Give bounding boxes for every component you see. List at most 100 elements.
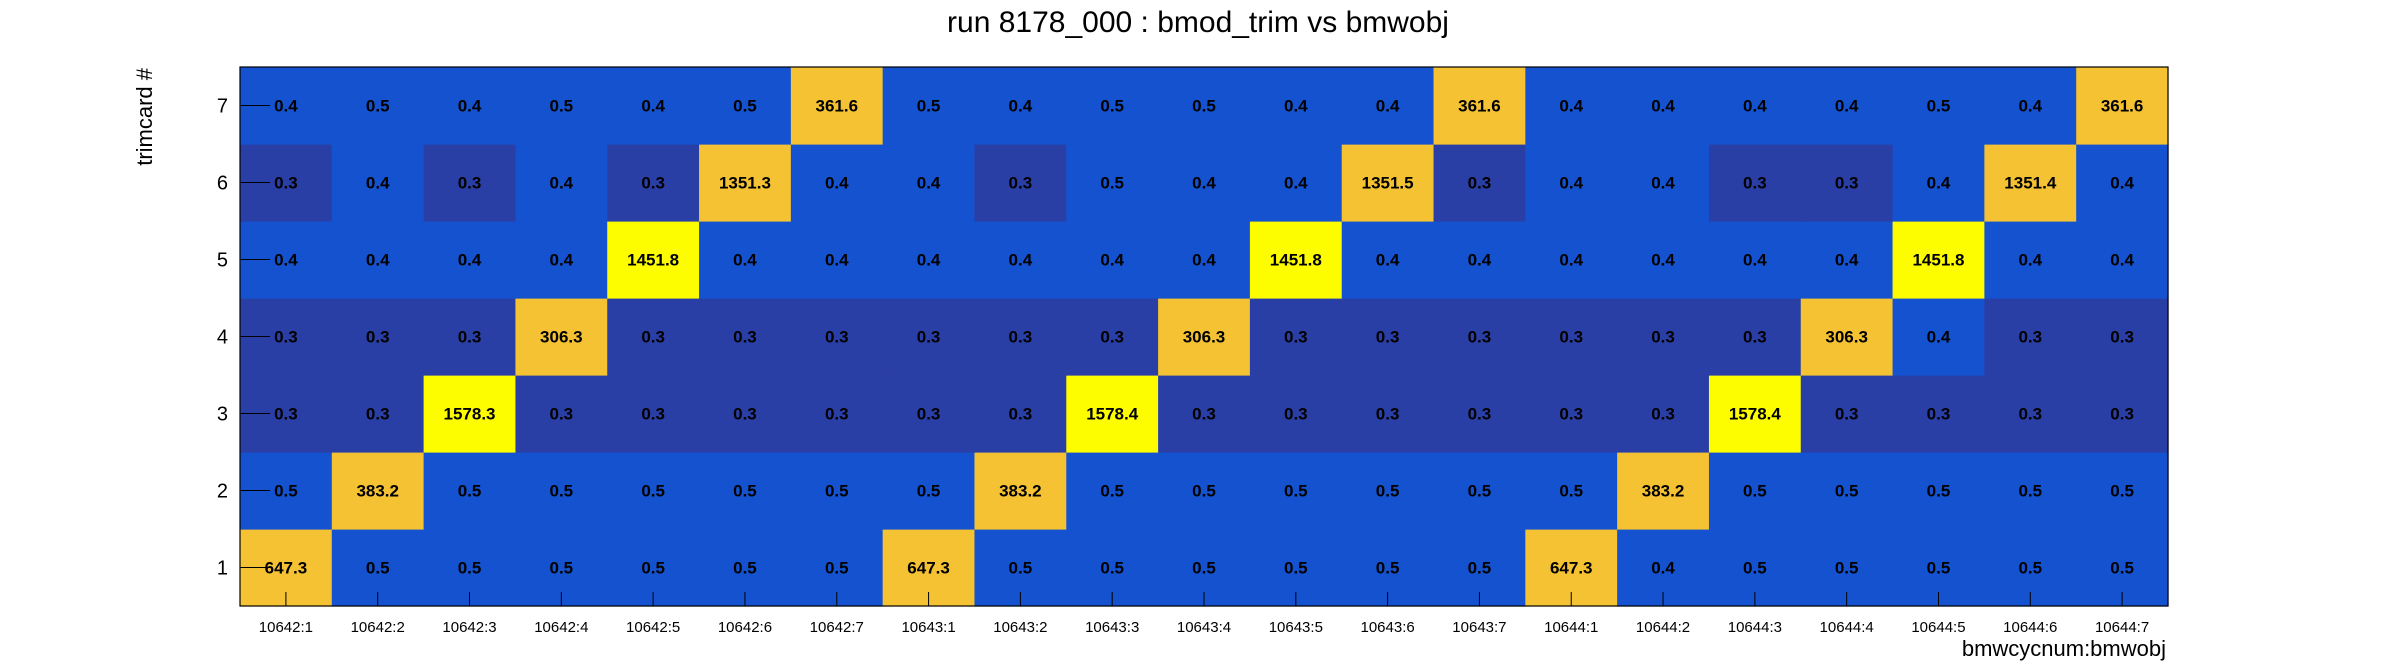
heatmap-cell bbox=[1341, 144, 1435, 222]
cell-value-label: 0.5 bbox=[1100, 559, 1124, 578]
heatmap-cell bbox=[1708, 144, 1802, 222]
heatmap-cell bbox=[1800, 221, 1894, 299]
cell-value-label: 0.4 bbox=[2110, 174, 2134, 193]
cell-value-label: 0.4 bbox=[1743, 97, 1767, 116]
cell-value-label: 0.3 bbox=[366, 328, 390, 347]
cell-value-label: 306.3 bbox=[540, 328, 583, 347]
cell-value-label: 0.3 bbox=[1559, 328, 1583, 347]
heatmap-cell bbox=[974, 452, 1067, 530]
heatmap-cell bbox=[1249, 144, 1343, 222]
x-tick-label: 10644:6 bbox=[2003, 619, 2057, 636]
cell-value-label: 0.5 bbox=[1100, 97, 1124, 116]
heatmap-cell bbox=[1066, 452, 1159, 530]
cell-value-label: 0.3 bbox=[1835, 405, 1859, 424]
heatmap-cell bbox=[1892, 375, 1985, 453]
x-tick-label: 10644:4 bbox=[1820, 619, 1874, 636]
cell-value-label: 0.4 bbox=[825, 251, 849, 270]
heatmap-cell bbox=[423, 221, 517, 299]
cell-value-label: 0.5 bbox=[550, 482, 574, 501]
heatmap-cell bbox=[699, 67, 792, 145]
heatmap-cell bbox=[1617, 452, 1710, 530]
cell-value-label: 0.3 bbox=[641, 405, 665, 424]
cell-value-label: 0.5 bbox=[1468, 482, 1492, 501]
cell-value-label: 383.2 bbox=[999, 482, 1042, 501]
cell-value-label: 0.3 bbox=[1284, 328, 1308, 347]
heatmap-cell bbox=[1800, 298, 1894, 376]
cell-value-label: 0.3 bbox=[1835, 174, 1859, 193]
cell-value-label: 1351.5 bbox=[1362, 174, 1414, 193]
cell-value-label: 0.5 bbox=[2018, 559, 2042, 578]
heatmap-cell bbox=[1249, 67, 1343, 145]
x-tick-label: 10643:6 bbox=[1361, 619, 1415, 636]
cell-value-label: 0.5 bbox=[825, 559, 849, 578]
heatmap-cell bbox=[331, 144, 425, 222]
heatmap-cell bbox=[1341, 452, 1435, 530]
x-tick-label: 10642:1 bbox=[259, 619, 313, 636]
plot-axes: 10642:1 10642:2 10642:3 10642:4 10642:5 10642… bbox=[217, 66, 2169, 636]
cell-value-label: 0.3 bbox=[641, 328, 665, 347]
x-tick-label: 10643:3 bbox=[1085, 619, 1139, 636]
heatmap-cell bbox=[1617, 67, 1710, 145]
cell-value-label: 0.5 bbox=[1009, 559, 1033, 578]
x-tick-label: 10644:5 bbox=[1911, 619, 1965, 636]
heatmap-cell bbox=[1525, 298, 1618, 376]
x-tick-label: 10644:2 bbox=[1636, 619, 1690, 636]
cell-value-label: 0.4 bbox=[1284, 97, 1308, 116]
cell-value-label: 0.4 bbox=[1559, 251, 1583, 270]
heatmap-cell bbox=[882, 298, 976, 376]
cell-value-label: 0.3 bbox=[1100, 328, 1124, 347]
heatmap-cell bbox=[1433, 221, 1526, 299]
cell-value-label: 1451.8 bbox=[627, 251, 679, 270]
heatmap-cell bbox=[515, 452, 608, 530]
y-axis-title: trimcard # bbox=[132, 67, 157, 166]
heatmap-cell bbox=[1433, 144, 1526, 222]
heatmap-cell bbox=[331, 298, 425, 376]
heatmap-cell bbox=[2076, 375, 2169, 453]
y-tick-label: 1 bbox=[217, 558, 228, 580]
cell-value-label: 0.5 bbox=[1835, 482, 1859, 501]
cell-value-label: 0.4 bbox=[1651, 559, 1675, 578]
x-tick-label: 10642:5 bbox=[626, 619, 680, 636]
heatmap-cell bbox=[515, 144, 608, 222]
cell-value-label: 0.4 bbox=[733, 251, 757, 270]
heatmap-cell bbox=[699, 375, 792, 453]
cell-value-label: 0.4 bbox=[1559, 174, 1583, 193]
heatmap-cell bbox=[1341, 221, 1435, 299]
cell-value-label: 0.4 bbox=[1835, 251, 1859, 270]
cell-value-label: 0.5 bbox=[1559, 482, 1583, 501]
cell-value-label: 0.5 bbox=[2018, 482, 2042, 501]
cell-value-label: 0.4 bbox=[1927, 328, 1951, 347]
cell-value-label: 383.2 bbox=[1642, 482, 1685, 501]
heatmap-cell bbox=[2076, 144, 2169, 222]
cell-value-label: 0.4 bbox=[1100, 251, 1124, 270]
cell-value-label: 0.3 bbox=[1376, 405, 1400, 424]
heatmap-cell bbox=[974, 221, 1067, 299]
heatmap-cell bbox=[1984, 452, 2077, 530]
x-tick-label: 10642:3 bbox=[442, 619, 496, 636]
heatmap-cell bbox=[1984, 144, 2077, 222]
heatmap-cell bbox=[1341, 375, 1435, 453]
heatmap-cell bbox=[423, 144, 517, 222]
cell-value-label: 0.5 bbox=[1927, 97, 1951, 116]
heatmap-cell bbox=[974, 298, 1067, 376]
cell-value-label: 0.5 bbox=[1835, 559, 1859, 578]
cell-value-label: 647.3 bbox=[1550, 559, 1593, 578]
cell-value-label: 0.5 bbox=[1284, 482, 1308, 501]
x-tick-label: 10642:7 bbox=[810, 619, 864, 636]
heatmap-cell bbox=[1617, 375, 1710, 453]
cell-value-label: 0.3 bbox=[2110, 405, 2134, 424]
cell-value-label: 0.3 bbox=[1376, 328, 1400, 347]
heatmap-cell bbox=[423, 375, 517, 453]
heatmap-cell bbox=[1158, 221, 1251, 299]
cell-value-label: 0.5 bbox=[733, 482, 757, 501]
cell-value-label: 0.3 bbox=[1192, 405, 1216, 424]
heatmap-cell bbox=[607, 67, 700, 145]
cell-value-label: 0.4 bbox=[1927, 174, 1951, 193]
heatmap-cell bbox=[1525, 144, 1618, 222]
heatmap-cell bbox=[2076, 298, 2169, 376]
cell-value-label: 0.4 bbox=[1468, 251, 1492, 270]
cell-value-label: 0.4 bbox=[1192, 174, 1216, 193]
x-tick-label: 10644:7 bbox=[2095, 619, 2149, 636]
heatmap-cell bbox=[515, 375, 608, 453]
heatmap-cell bbox=[1066, 375, 1159, 453]
